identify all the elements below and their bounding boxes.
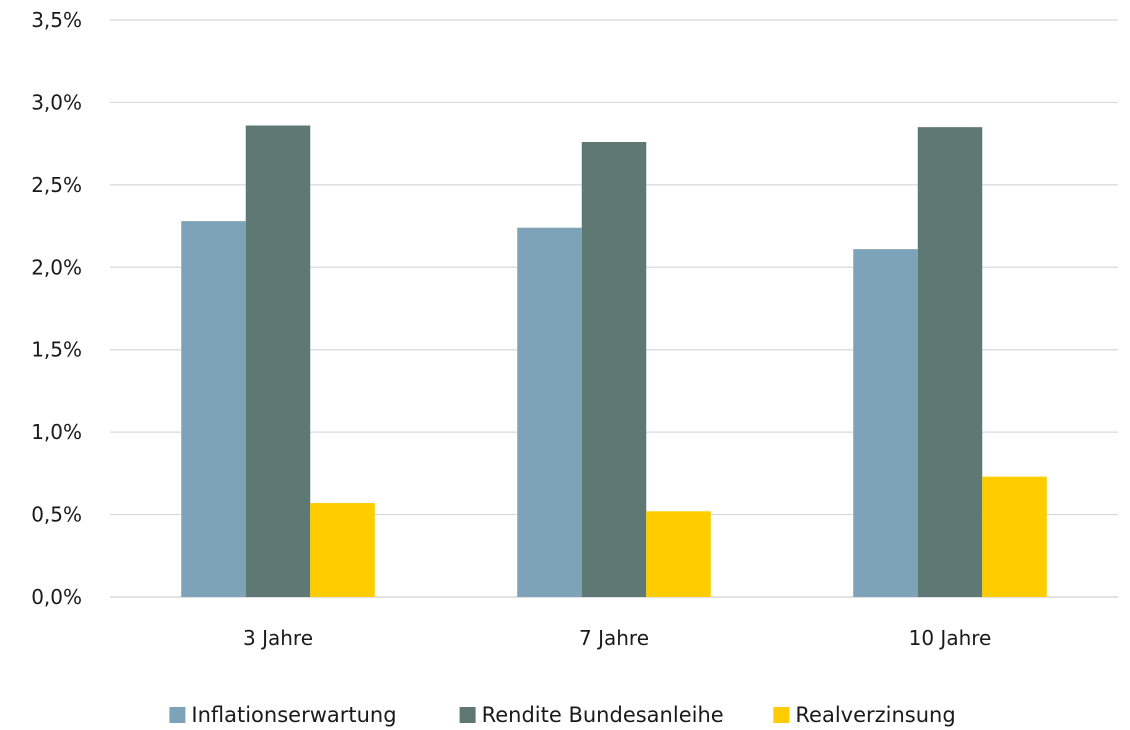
y-tick-label: 2,5% — [31, 173, 82, 197]
legend-label: Rendite Bundesanleihe — [482, 703, 724, 727]
bar-inflationserwartung-3 — [853, 249, 918, 597]
y-tick-label: 3,0% — [31, 90, 82, 114]
x-tick-label: 3 Jahre — [243, 626, 313, 650]
bar-realverzinsung-1 — [310, 503, 375, 597]
legend: Inflationserwartung Rendite Bundesanleihe… — [169, 703, 956, 727]
bar-realverzinsung-3 — [982, 476, 1047, 597]
y-tick-label: 2,0% — [31, 255, 82, 279]
bar-rendite-bundesanleihe-3 — [917, 127, 983, 598]
x-axis-tick-labels: 3 Jahre 7 Jahre 10 Jahre — [243, 626, 991, 650]
bar-realverzinsung-2 — [646, 511, 711, 597]
y-tick-label: 1,5% — [31, 338, 82, 362]
y-tick-label: 3,5% — [31, 8, 82, 32]
bar-rendite-bundesanleihe-2 — [581, 141, 647, 597]
bar-rendite-bundesanleihe-1 — [245, 125, 311, 597]
bar-inflationserwartung-1 — [181, 221, 246, 597]
legend-swatch — [459, 707, 476, 723]
x-tick-label: 7 Jahre — [579, 626, 649, 650]
legend-label: Inflationserwartung — [191, 703, 396, 727]
legend-label: Realverzinsung — [795, 703, 955, 727]
y-tick-label: 0,0% — [31, 585, 82, 609]
bars — [181, 125, 1047, 598]
bar-inflationserwartung-2 — [517, 227, 582, 597]
x-tick-label: 10 Jahre — [909, 626, 992, 650]
y-tick-label: 0,5% — [31, 503, 82, 527]
y-axis-tick-labels: 0,0% 0,5% 1,0% 1,5% 2,0% 2,5% 3,0% 3,5% — [31, 8, 82, 609]
legend-swatch — [773, 707, 790, 723]
legend-swatch — [169, 707, 186, 723]
y-tick-label: 1,0% — [31, 420, 82, 444]
